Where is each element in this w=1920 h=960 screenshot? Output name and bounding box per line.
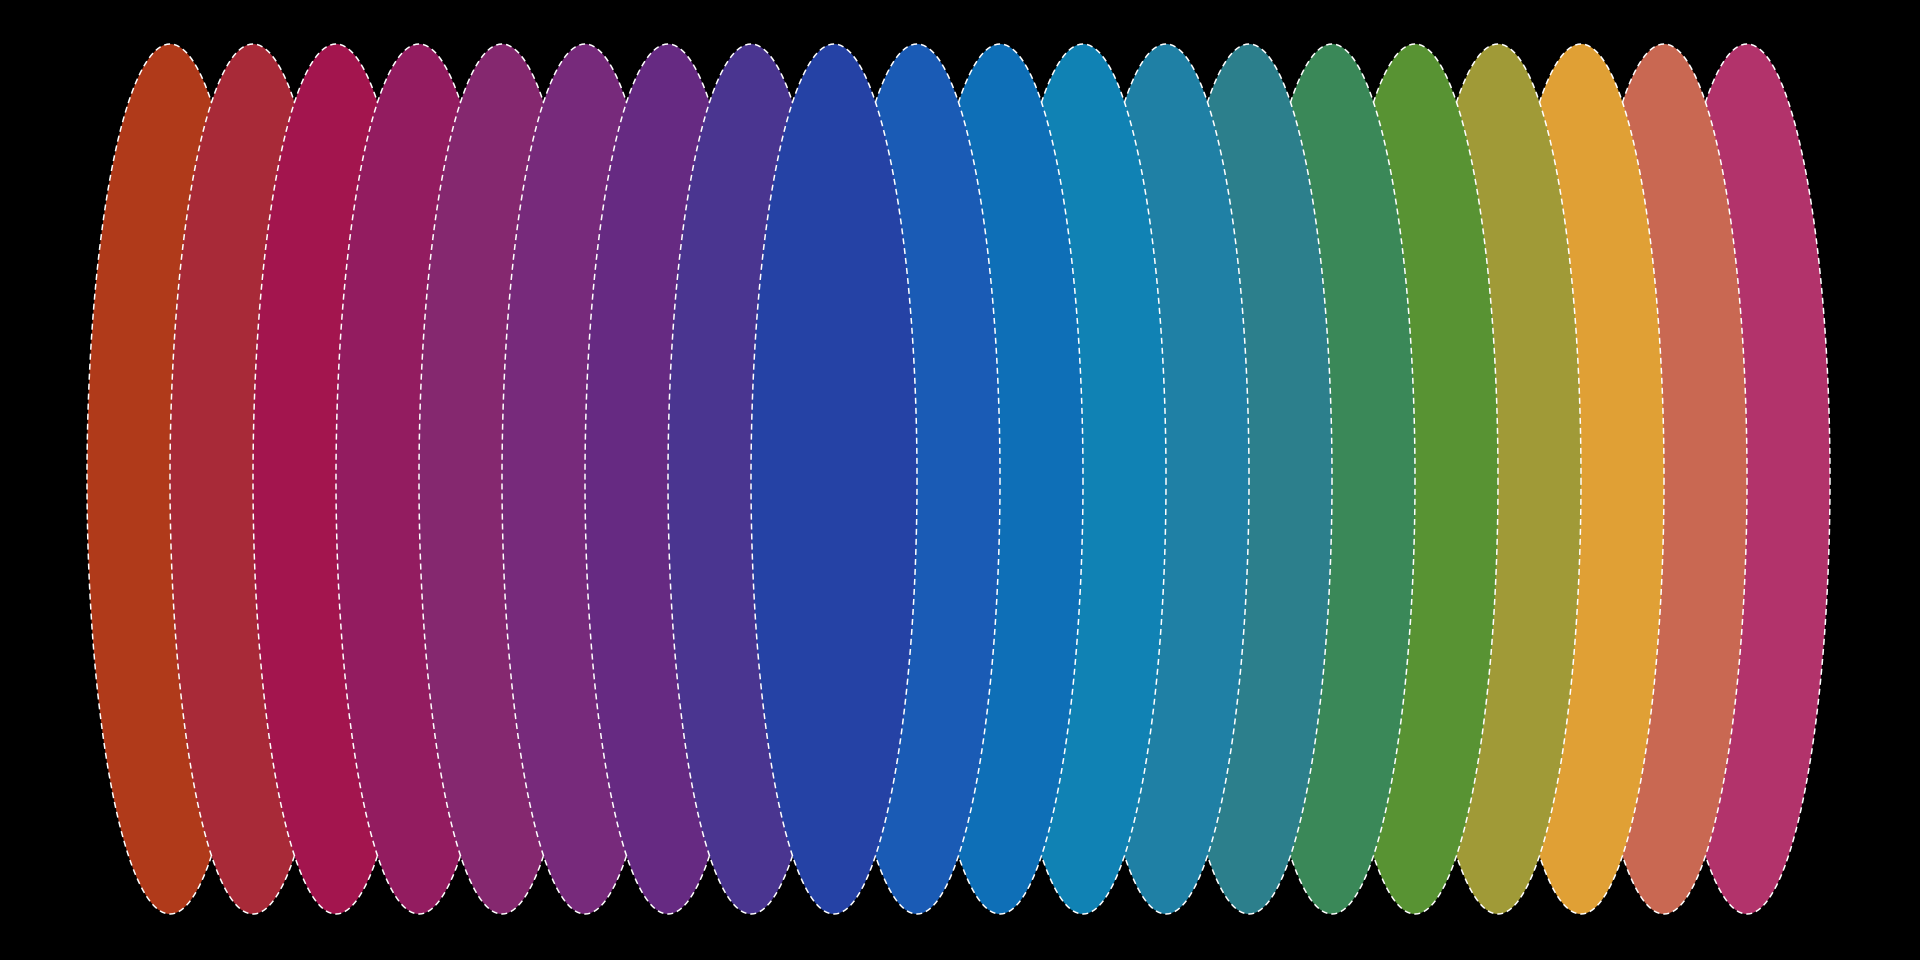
ellipse bbox=[750, 43, 918, 915]
ellipse-group bbox=[86, 43, 1831, 915]
